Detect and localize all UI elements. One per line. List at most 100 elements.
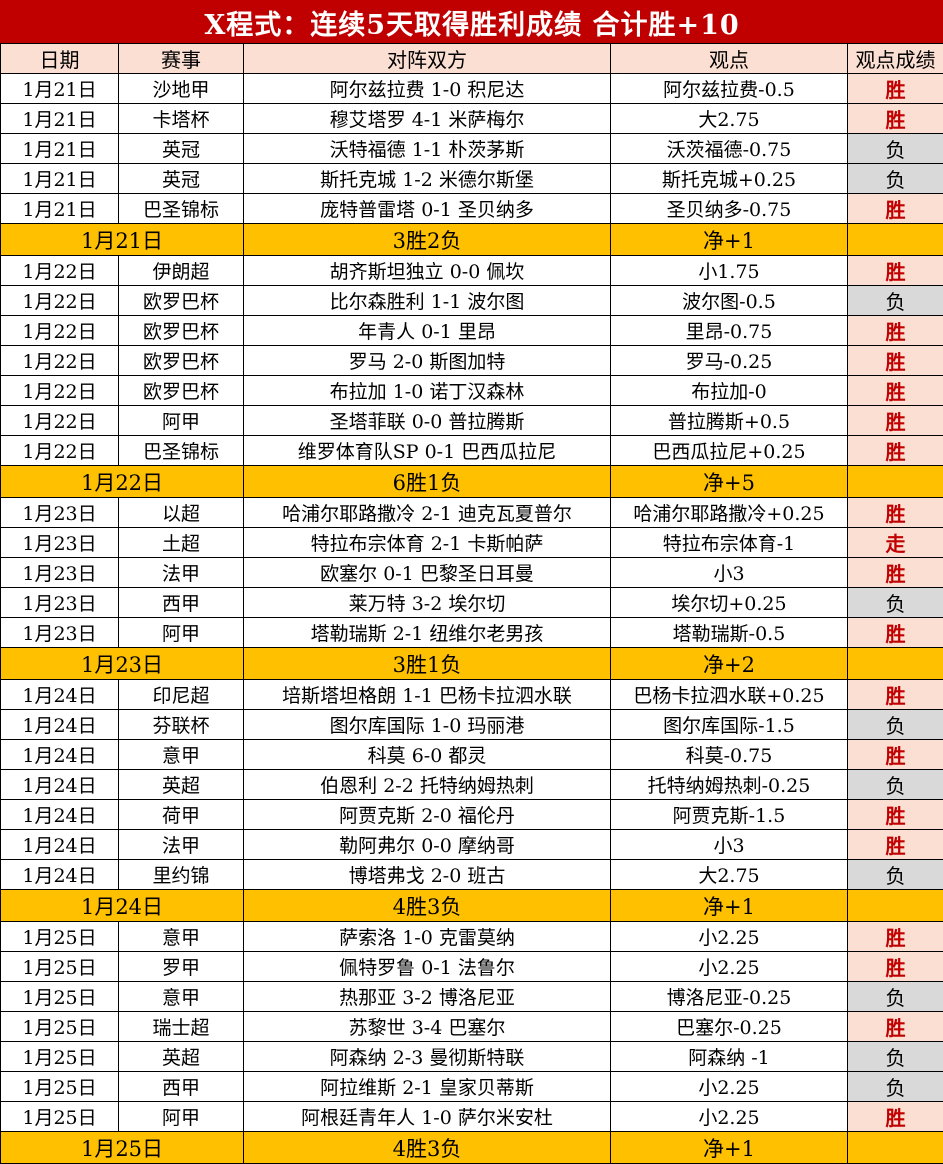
date-cell: 1月21日 (1, 164, 119, 194)
result-cell: 胜 (848, 104, 943, 134)
result-cell: 负 (848, 164, 943, 194)
date-cell: 1月22日 (1, 406, 119, 436)
date-cell: 1月21日 (1, 74, 119, 104)
view-cell: 大2.75 (611, 104, 848, 134)
date-cell: 1月25日 (1, 952, 119, 982)
result-cell: 胜 (848, 316, 943, 346)
date-cell: 1月25日 (1, 922, 119, 952)
match-cell: 庞特普雷塔 0-1 圣贝纳多 (244, 194, 611, 224)
league-cell: 英冠 (119, 164, 244, 194)
summary-date-cell: 1月21日 (1, 224, 244, 256)
match-cell: 科莫 6-0 都灵 (244, 740, 611, 770)
view-cell: 小3 (611, 830, 848, 860)
date-cell: 1月22日 (1, 286, 119, 316)
result-cell: 胜 (848, 558, 943, 588)
match-cell: 博塔弗戈 2-0 班古 (244, 860, 611, 890)
match-cell: 阿贾克斯 2-0 福伦丹 (244, 800, 611, 830)
league-cell: 意甲 (119, 922, 244, 952)
result-cell: 胜 (848, 376, 943, 406)
league-cell: 欧罗巴杯 (119, 376, 244, 406)
match-cell: 勒阿弗尔 0-0 摩纳哥 (244, 830, 611, 860)
result-cell: 负 (848, 134, 943, 164)
result-cell: 胜 (848, 952, 943, 982)
league-cell: 西甲 (119, 1072, 244, 1102)
view-cell: 塔勒瑞斯-0.5 (611, 618, 848, 648)
title-bar: X程式：连续5天取得胜利成绩 合计胜+10 (1, 1, 943, 44)
league-cell: 阿甲 (119, 1102, 244, 1132)
summary-record-cell: 4胜3负 (244, 1132, 611, 1164)
view-cell: 里昂-0.75 (611, 316, 848, 346)
date-cell: 1月21日 (1, 104, 119, 134)
match-cell: 布拉加 1-0 诺丁汉森林 (244, 376, 611, 406)
match-cell: 斯托克城 1-2 米德尔斯堡 (244, 164, 611, 194)
league-cell: 以超 (119, 498, 244, 528)
league-cell: 阿甲 (119, 618, 244, 648)
date-cell: 1月23日 (1, 528, 119, 558)
summary-record-cell: 3胜1负 (244, 648, 611, 680)
result-cell: 胜 (848, 830, 943, 860)
view-cell: 小2.25 (611, 1102, 848, 1132)
summary-net-cell: 净+2 (611, 648, 848, 680)
result-cell: 胜 (848, 74, 943, 104)
match-cell: 欧塞尔 0-1 巴黎圣日耳曼 (244, 558, 611, 588)
view-cell: 小2.25 (611, 952, 848, 982)
result-cell: 负 (848, 1042, 943, 1072)
match-cell: 伯恩利 2-2 托特纳姆热刺 (244, 770, 611, 800)
league-cell: 土超 (119, 528, 244, 558)
column-header-league: 赛事 (119, 44, 244, 74)
summary-net-cell: 净+1 (611, 1132, 848, 1164)
date-cell: 1月24日 (1, 800, 119, 830)
date-cell: 1月23日 (1, 588, 119, 618)
result-cell: 胜 (848, 194, 943, 224)
result-cell: 胜 (848, 800, 943, 830)
view-cell: 布拉加-0 (611, 376, 848, 406)
league-cell: 阿甲 (119, 406, 244, 436)
league-cell: 欧罗巴杯 (119, 346, 244, 376)
league-cell: 荷甲 (119, 800, 244, 830)
result-cell: 负 (848, 588, 943, 618)
date-cell: 1月23日 (1, 618, 119, 648)
match-cell: 比尔森胜利 1-1 波尔图 (244, 286, 611, 316)
view-cell: 小1.75 (611, 256, 848, 286)
view-cell: 大2.75 (611, 860, 848, 890)
summary-record-cell: 6胜1负 (244, 466, 611, 498)
league-cell: 巴圣锦标 (119, 194, 244, 224)
result-cell: 负 (848, 710, 943, 740)
view-cell: 罗马-0.25 (611, 346, 848, 376)
column-header-row: 日期 赛事 对阵双方 观点 观点成绩 (1, 44, 943, 74)
match-cell: 罗马 2-0 斯图加特 (244, 346, 611, 376)
result-cell: 胜 (848, 1012, 943, 1042)
view-cell: 小2.25 (611, 1072, 848, 1102)
match-cell: 圣塔菲联 0-0 普拉腾斯 (244, 406, 611, 436)
match-cell: 萨索洛 1-0 克雷莫纳 (244, 922, 611, 952)
summary-empty-cell (848, 466, 943, 498)
summary-net-cell: 净+5 (611, 466, 848, 498)
view-cell: 图尔库国际-1.5 (611, 710, 848, 740)
result-cell: 胜 (848, 498, 943, 528)
view-cell: 巴塞尔-0.25 (611, 1012, 848, 1042)
summary-record-cell: 3胜2负 (244, 224, 611, 256)
league-cell: 法甲 (119, 558, 244, 588)
summary-date-cell: 1月23日 (1, 648, 244, 680)
date-cell: 1月25日 (1, 1042, 119, 1072)
match-cell: 热那亚 3-2 博洛尼亚 (244, 982, 611, 1012)
